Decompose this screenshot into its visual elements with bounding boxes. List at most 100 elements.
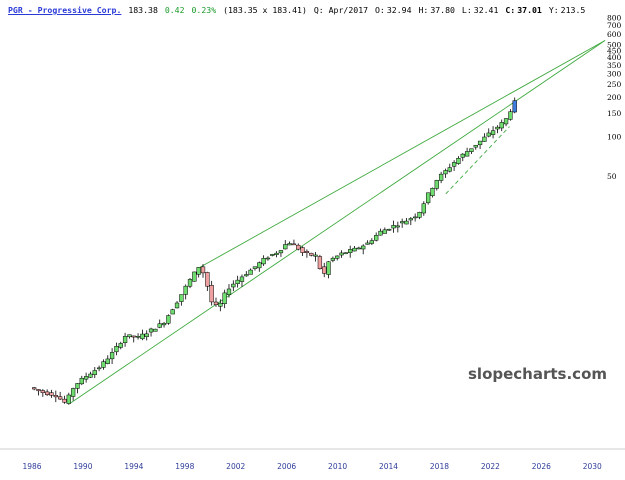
candle-body xyxy=(291,243,297,246)
candle-body xyxy=(464,151,470,157)
candle-body xyxy=(218,302,223,307)
candle-body xyxy=(101,361,106,368)
y-tick-label: 200 xyxy=(607,93,622,102)
trendlines xyxy=(69,40,606,404)
candle-body xyxy=(395,225,400,228)
watermark: slopecharts.com xyxy=(468,365,607,383)
candle-body xyxy=(222,292,227,304)
candle-body xyxy=(495,126,500,130)
candle-body xyxy=(261,258,266,265)
x-tick-label: 1998 xyxy=(175,462,194,471)
candle-body xyxy=(231,283,236,288)
candle-body xyxy=(408,218,413,221)
last-price: 183.38 xyxy=(128,5,158,15)
open-value: 32.94 xyxy=(386,5,412,15)
candle-body xyxy=(469,148,474,152)
candle-body xyxy=(270,254,275,256)
candle-body xyxy=(356,247,362,250)
y-tick-label: 400 xyxy=(607,53,622,62)
candle-body xyxy=(226,288,232,296)
candle-body xyxy=(456,157,461,164)
candle-body xyxy=(387,228,392,231)
candle-body xyxy=(131,335,136,338)
candle-body xyxy=(326,261,331,275)
candle-body xyxy=(400,221,405,224)
candle-body xyxy=(425,192,431,204)
candle-body xyxy=(53,395,58,398)
candle-body xyxy=(66,394,71,404)
candle-body xyxy=(114,346,119,353)
x-tick-label: 1990 xyxy=(73,462,92,471)
candle-body xyxy=(443,170,448,175)
period-label: Q: Apr/2017 xyxy=(313,5,369,15)
candle-body xyxy=(374,235,379,241)
candle-body xyxy=(274,252,279,255)
candle-body xyxy=(213,301,219,306)
y-tick-label: 500 xyxy=(607,40,622,49)
candle-body xyxy=(335,255,340,259)
candle-body xyxy=(352,247,357,252)
candle-body xyxy=(45,391,50,395)
candle-body xyxy=(105,358,110,364)
candle-body xyxy=(482,136,487,142)
candle-body xyxy=(378,230,383,236)
open-label: O: xyxy=(375,5,385,15)
candle-body xyxy=(127,334,132,338)
x-tick-label: 2002 xyxy=(226,462,245,471)
y-value: 213.5 xyxy=(560,5,586,15)
candle-body xyxy=(460,153,465,158)
x-axis-ticks: 1986 1990 1994 1998 2002 2006 2010 2014 2018 2022… xyxy=(22,462,602,471)
candle-body xyxy=(179,294,184,302)
y-tick-label: 50 xyxy=(607,172,617,181)
y-tick-label: 800 xyxy=(607,14,622,23)
candle-body xyxy=(330,257,336,261)
x-tick-label: 2022 xyxy=(481,462,500,471)
candle-body xyxy=(248,269,253,275)
candle-body xyxy=(499,122,504,129)
candle-body xyxy=(434,180,439,189)
candle-body xyxy=(309,252,314,256)
candle-body xyxy=(317,256,323,269)
x-tick-label: 2006 xyxy=(277,462,296,471)
candle-body xyxy=(62,398,67,403)
close-label: C: xyxy=(505,5,516,15)
y-tick-label: 250 xyxy=(607,80,622,89)
candle-body xyxy=(239,276,245,282)
symbol-link[interactable]: PGR - Progressive Corp. xyxy=(8,5,122,15)
candle-body xyxy=(343,252,349,254)
candle-body xyxy=(486,132,491,137)
candle-body xyxy=(339,252,344,256)
x-tick-label: 2014 xyxy=(379,462,398,471)
bid-ask: (183.35 x 183.41) xyxy=(223,5,307,15)
candle-body xyxy=(36,389,41,392)
candle-body xyxy=(183,285,188,295)
candle-body xyxy=(122,336,128,344)
x-tick-label: 1994 xyxy=(124,462,143,471)
candle-body xyxy=(430,187,435,197)
y-tick-label: 350 xyxy=(607,61,622,70)
high-label: H: xyxy=(418,5,429,15)
candle-body xyxy=(421,203,426,214)
candle-body xyxy=(57,396,63,400)
candle-body xyxy=(140,333,145,340)
price-change-pct: 0.23% xyxy=(191,5,217,15)
y-label: Y: xyxy=(548,5,559,15)
candle-body xyxy=(92,370,97,375)
candle-body xyxy=(477,140,483,146)
candle-body xyxy=(83,376,89,380)
candle-body xyxy=(283,244,288,250)
candle-body xyxy=(503,118,509,125)
candle-body xyxy=(304,251,310,253)
candle-body xyxy=(166,315,171,324)
candle-body xyxy=(508,111,513,120)
candle-body xyxy=(361,245,366,250)
candle-body xyxy=(235,279,240,284)
candle-body xyxy=(322,266,327,274)
trendline xyxy=(69,40,606,404)
trendline xyxy=(445,126,510,195)
candle-body xyxy=(75,383,80,389)
candle-body xyxy=(32,387,37,390)
candle-body xyxy=(278,250,284,254)
